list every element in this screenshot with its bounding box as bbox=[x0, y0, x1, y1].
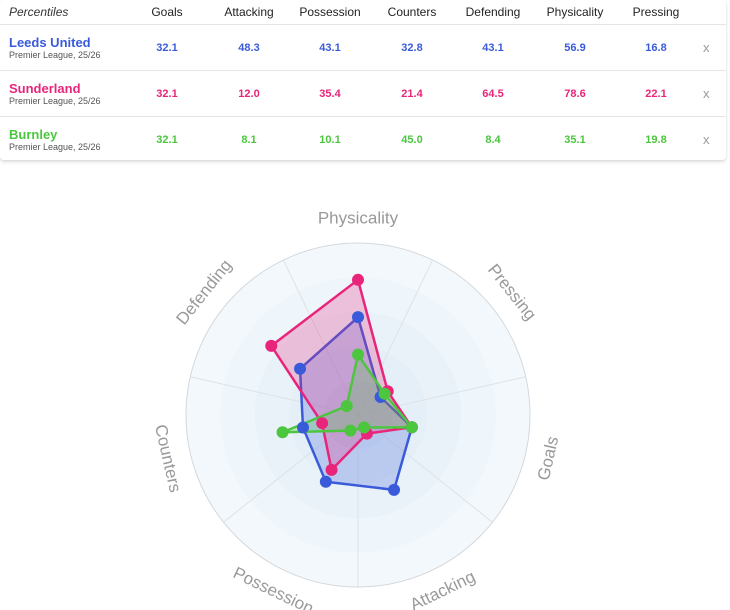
percentiles-label: Percentiles bbox=[9, 5, 69, 19]
league-label: Premier League, 25/26 bbox=[9, 50, 101, 60]
value-pressing: 22.1 bbox=[645, 88, 667, 100]
team-name[interactable]: Sunderland bbox=[9, 81, 81, 96]
value-attacking: 12.0 bbox=[238, 88, 260, 100]
column-attacking[interactable]: Attacking bbox=[224, 5, 274, 19]
value-counters: 21.4 bbox=[401, 88, 423, 100]
table-header: Percentiles Goals Attacking Possession C… bbox=[0, 0, 726, 25]
value-goals: 32.1 bbox=[156, 134, 178, 146]
value-defending: 8.4 bbox=[485, 134, 501, 146]
column-defending[interactable]: Defending bbox=[465, 5, 521, 19]
table-row: Burnley Premier League, 25/26 32.1 8.1 1… bbox=[0, 117, 726, 163]
value-goals: 32.1 bbox=[156, 88, 178, 100]
data-point-burnley[interactable] bbox=[405, 421, 418, 434]
team-name[interactable]: Leeds United bbox=[9, 35, 91, 50]
data-point-leeds-united[interactable] bbox=[296, 421, 309, 434]
radar-chart-svg: PhysicalityPressingGoalsAttackingPossess… bbox=[151, 208, 562, 610]
data-point-sunderland[interactable] bbox=[265, 339, 278, 352]
axis-label-counters: Counters bbox=[151, 423, 185, 494]
data-point-sunderland[interactable] bbox=[325, 463, 338, 476]
series-area-sunderland bbox=[270, 278, 414, 472]
column-pressing[interactable]: Pressing bbox=[632, 5, 680, 19]
league-label: Premier League, 25/26 bbox=[9, 96, 101, 106]
radar-spoke bbox=[357, 259, 434, 416]
radar-chart: Physicality Pressing Goals Attacking Possess… bbox=[0, 160, 730, 610]
remove-team-button[interactable]: x bbox=[703, 132, 710, 147]
column-goals[interactable]: Goals bbox=[151, 5, 183, 19]
percentiles-table: Percentiles Goals Attacking Possession C… bbox=[0, 0, 726, 160]
value-possession: 43.1 bbox=[319, 42, 341, 54]
data-point-leeds-united[interactable] bbox=[294, 362, 307, 375]
column-possession[interactable]: Possession bbox=[299, 5, 361, 19]
radar-spoke bbox=[190, 376, 359, 416]
data-point-leeds-united[interactable] bbox=[319, 475, 332, 488]
value-physicality: 56.9 bbox=[564, 42, 586, 54]
data-point-burnley[interactable] bbox=[344, 424, 357, 437]
value-goals: 32.1 bbox=[156, 42, 178, 54]
value-physicality: 35.1 bbox=[564, 134, 586, 146]
value-counters: 45.0 bbox=[401, 134, 423, 146]
value-attacking: 48.3 bbox=[238, 42, 260, 54]
value-physicality: 78.6 bbox=[564, 88, 586, 100]
value-counters: 32.8 bbox=[401, 42, 423, 54]
radar-spoke bbox=[282, 259, 359, 416]
remove-team-button[interactable]: x bbox=[703, 40, 710, 55]
value-defending: 43.1 bbox=[482, 42, 504, 54]
data-point-sunderland[interactable] bbox=[316, 417, 329, 430]
radar-spoke bbox=[357, 376, 526, 416]
column-physicality[interactable]: Physicality bbox=[546, 5, 604, 19]
data-point-leeds-united[interactable] bbox=[352, 311, 364, 324]
value-pressing: 19.8 bbox=[645, 134, 667, 146]
axis-label-physicality: Physicality bbox=[318, 208, 399, 227]
value-pressing: 16.8 bbox=[645, 42, 667, 54]
axis-label-goals: Goals bbox=[534, 435, 562, 483]
value-possession: 10.1 bbox=[319, 134, 341, 146]
value-possession: 35.4 bbox=[319, 88, 341, 100]
remove-team-button[interactable]: x bbox=[703, 86, 710, 101]
data-point-burnley[interactable] bbox=[358, 421, 371, 434]
league-label: Premier League, 25/26 bbox=[9, 142, 101, 152]
data-point-leeds-united[interactable] bbox=[388, 483, 401, 496]
data-point-sunderland[interactable] bbox=[352, 273, 364, 286]
value-attacking: 8.1 bbox=[241, 134, 257, 146]
team-name[interactable]: Burnley bbox=[9, 127, 58, 142]
data-point-burnley[interactable] bbox=[276, 426, 289, 439]
radar-spoke bbox=[223, 414, 359, 523]
data-point-burnley[interactable] bbox=[340, 399, 353, 412]
value-defending: 64.5 bbox=[482, 88, 504, 100]
series-area-burnley bbox=[281, 353, 414, 434]
data-point-burnley[interactable] bbox=[352, 348, 364, 361]
table-row: Leeds United Premier League, 25/26 32.1 … bbox=[0, 25, 726, 71]
column-counters[interactable]: Counters bbox=[387, 5, 437, 19]
table-row: Sunderland Premier League, 25/26 32.1 12… bbox=[0, 71, 726, 117]
data-point-burnley[interactable] bbox=[378, 387, 391, 400]
